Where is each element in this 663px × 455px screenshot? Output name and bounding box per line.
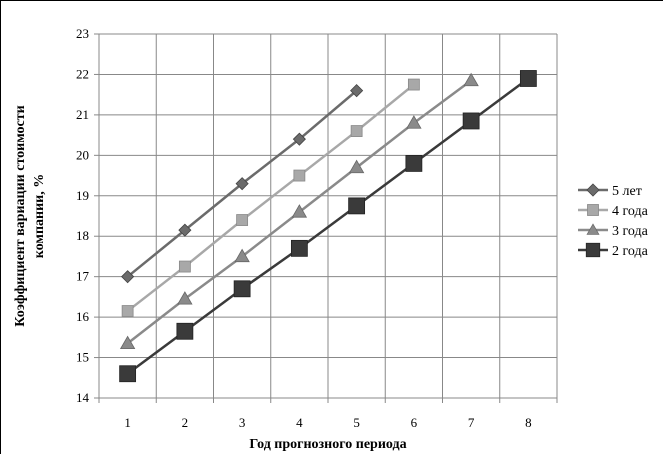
data-point [350,84,364,98]
x-tick-label: 5 [353,415,360,430]
axes [94,33,558,403]
series-4 [119,70,537,383]
data-point [290,239,308,257]
data-point [292,132,306,146]
series-1 [121,84,364,284]
data-point [178,223,192,237]
legend-marker [585,242,601,258]
y-tick-label: 15 [76,350,89,365]
y-axis-title-line-2: компании, % [32,174,47,258]
legend: 5 лет 4 года 3 года 2 года [578,183,649,259]
data-point [235,177,249,191]
data-point [519,70,537,87]
x-tick-label: 4 [296,415,303,430]
legend-item: 5 лет [578,183,642,199]
legend-marker [586,223,600,235]
series-3 [119,72,479,350]
legend-item: 2 года [578,242,649,259]
data-point [236,214,249,226]
y-tick-label: 19 [76,188,89,203]
x-tick-label: 3 [239,415,246,430]
data-point [233,280,251,298]
series-2 [121,78,420,317]
data-point [177,291,193,305]
data-point [178,260,191,273]
legend-marker [587,204,599,216]
data-point [350,125,363,137]
series-layer [119,70,537,383]
series-line [126,77,530,375]
series-line [126,83,415,313]
data-point [406,115,422,129]
data-point [119,335,136,350]
y-axis-title: Коэффициент вариации стоимости компании,… [13,105,47,326]
data-point [121,270,135,284]
legend-item: 4 года [578,204,649,219]
legend-label: 5 лет [612,184,642,199]
legend-label: 2 года [612,244,649,259]
x-tick-label: 8 [525,415,532,430]
data-point [176,322,194,340]
y-tick-label: 14 [76,390,90,405]
legend-label: 3 года [612,224,649,239]
data-point [463,72,479,87]
x-tick-label: 6 [411,415,418,430]
y-tick-label: 18 [76,228,89,243]
data-point [407,78,420,91]
data-point [234,248,250,263]
data-point [348,197,366,215]
x-tick-label: 2 [182,415,189,430]
y-tick-label: 21 [76,107,89,122]
data-point [291,204,308,218]
legend-marker [586,183,600,197]
data-point [119,365,137,383]
y-tick-label: 17 [76,269,90,284]
x-tick-label: 1 [124,415,131,430]
data-point [462,112,480,130]
data-point [121,305,134,317]
x-tick-label: 7 [468,415,475,430]
y-tick-label: 20 [76,147,89,162]
legend-item: 3 года [578,223,649,239]
y-tick-label: 23 [76,26,89,41]
legend-label: 4 года [612,204,649,219]
y-tick-label: 16 [76,309,90,324]
data-point [405,155,423,172]
data-point [293,169,306,182]
y-tick-label: 22 [76,66,89,81]
y-axis-title-line-1: Коэффициент вариации стоимости [13,105,28,326]
x-axis-title: Год прогнозного периода [249,437,406,452]
data-point [348,159,365,174]
